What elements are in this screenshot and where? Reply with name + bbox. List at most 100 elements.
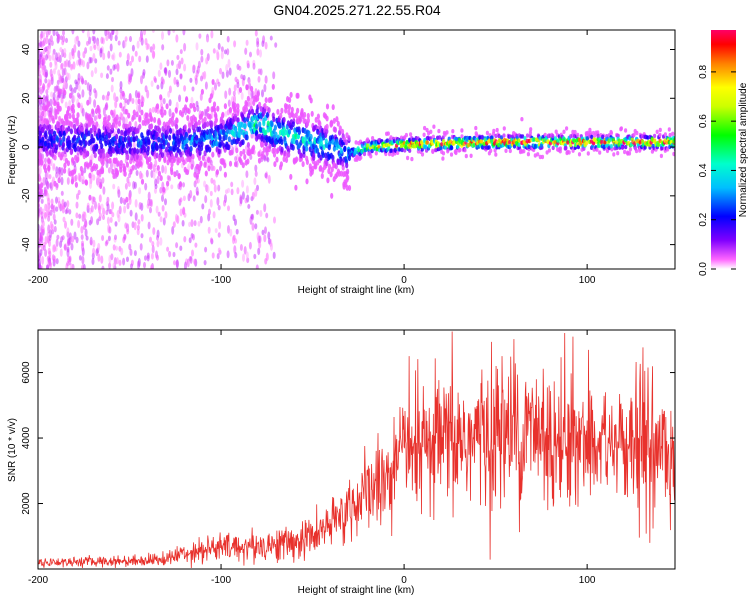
x-tick-label: -200 xyxy=(28,575,48,586)
spectrogram-cell xyxy=(472,143,476,148)
spectrogram-cell xyxy=(551,145,555,151)
spectrogram-cell xyxy=(254,30,258,37)
spectrogram-cell xyxy=(44,188,48,196)
spectrogram-cell xyxy=(78,255,82,261)
spectrogram-cell xyxy=(255,123,259,130)
spectrogram-cell xyxy=(389,135,393,140)
spectrogram-cell xyxy=(111,201,115,210)
spectrogram-cell xyxy=(327,163,332,170)
spectrogram-cell xyxy=(88,36,92,45)
spectrogram-cell xyxy=(393,147,397,153)
spectrogram-cell xyxy=(59,75,63,84)
spectrogram-cell xyxy=(168,85,172,94)
spectrogram-cell xyxy=(100,255,104,264)
spectrogram-cell xyxy=(362,151,367,157)
spectrogram-cell xyxy=(667,127,671,132)
spectrogram-cell xyxy=(272,151,277,158)
spectrogram-cell xyxy=(539,143,543,148)
spectrogram-cell xyxy=(545,150,549,155)
spectrogram-cell xyxy=(140,233,144,239)
spectrogram-cell xyxy=(292,113,296,120)
spectrogram-cell xyxy=(257,151,261,158)
spectrogram-cell xyxy=(272,71,276,80)
spectrogram-cell xyxy=(59,248,63,257)
spectrogram-cell xyxy=(118,148,122,155)
spectrogram-cell xyxy=(211,79,215,85)
spectrogram-cell xyxy=(314,116,318,123)
spectrogram-cell xyxy=(109,208,113,215)
spectrogram-cell xyxy=(108,226,112,234)
spectrogram-cell xyxy=(117,40,121,46)
spectrogram-cell xyxy=(151,244,155,254)
spectrogram-cell xyxy=(623,149,627,155)
spectrogram-cell xyxy=(75,201,79,209)
spectrogram-cell xyxy=(40,182,44,189)
spectrogram-cell xyxy=(98,212,102,219)
spectrogram-cell xyxy=(149,206,152,214)
spectrogram-cell xyxy=(139,160,143,167)
spectrogram-cell xyxy=(437,128,441,134)
spectrogram-cell xyxy=(326,177,330,184)
spectrogram-cell xyxy=(301,161,305,168)
spectrogram-cell xyxy=(475,133,479,138)
spectrogram-cell xyxy=(114,221,118,227)
x-tick-label: 100 xyxy=(579,275,596,286)
spectrogram-cell xyxy=(76,193,79,200)
spectrogram-cell xyxy=(105,239,109,245)
spectrogram-cell xyxy=(100,36,104,44)
spectrogram-cell xyxy=(172,221,176,228)
spectrogram-cell xyxy=(161,78,165,85)
spectrogram-cell xyxy=(140,172,144,179)
spectrogram-cell xyxy=(346,168,350,175)
spectrogram-cell xyxy=(123,205,127,214)
spectrogram-cell xyxy=(72,168,76,175)
spectrogram-cell xyxy=(133,250,137,257)
spectrogram-cell xyxy=(144,116,148,123)
spectrogram-cell xyxy=(56,136,60,143)
spectrogram-cell xyxy=(55,258,59,265)
spectrogram-cell xyxy=(224,90,228,99)
spectrogram-cell xyxy=(617,138,621,143)
spectrogram-cell xyxy=(109,43,113,52)
spectrogram-cell xyxy=(565,126,569,131)
spectrogram-cell xyxy=(140,75,143,85)
spectrogram-cell xyxy=(598,150,602,155)
spectrogram-cell xyxy=(233,102,237,109)
spectrogram-cell xyxy=(119,166,123,173)
spectrogram-cell xyxy=(188,221,192,228)
spectrogram-cell xyxy=(168,99,172,107)
spectrogram-cell xyxy=(298,116,303,123)
spectrogram-cell xyxy=(523,136,527,141)
spectrogram-cell xyxy=(45,150,50,157)
spectrogram-cell xyxy=(69,149,73,156)
spectrogram-cell xyxy=(223,103,227,110)
spectrogram-cell xyxy=(224,194,227,204)
spectrogram-cell xyxy=(77,40,81,47)
spectrogram-cell xyxy=(204,246,208,253)
spectrogram-cell xyxy=(170,184,174,190)
spectrogram-cell xyxy=(96,218,100,226)
spectrogram-cell xyxy=(136,104,140,112)
spectrogram-cell xyxy=(79,149,83,156)
spectrogram-cell xyxy=(220,50,224,60)
spectrogram-cell xyxy=(42,145,46,152)
spectrogram-cell xyxy=(324,138,328,145)
spectrogram-cell xyxy=(184,261,187,269)
spectrogram-cell xyxy=(133,181,137,189)
spectrogram-cell xyxy=(149,236,152,243)
spectrogram-cell xyxy=(80,75,84,83)
spectrogram-cell xyxy=(156,175,160,185)
spectrogram-cell xyxy=(72,95,76,103)
spectrogram-cell xyxy=(76,92,80,98)
spectrogram-cell xyxy=(47,224,51,234)
spectrogram-cell xyxy=(86,61,90,70)
spectrogram-cell xyxy=(146,89,150,99)
spectrogram-cell xyxy=(251,222,255,231)
spectrogram-cell xyxy=(212,211,216,219)
spectrogram-cell xyxy=(185,96,189,103)
spectrogram-cell xyxy=(469,153,473,158)
spectrogram-cell xyxy=(151,106,155,113)
spectrogram-cell xyxy=(46,172,50,180)
spectrogram-cell xyxy=(186,115,190,121)
spectrogram-cell xyxy=(160,111,164,118)
